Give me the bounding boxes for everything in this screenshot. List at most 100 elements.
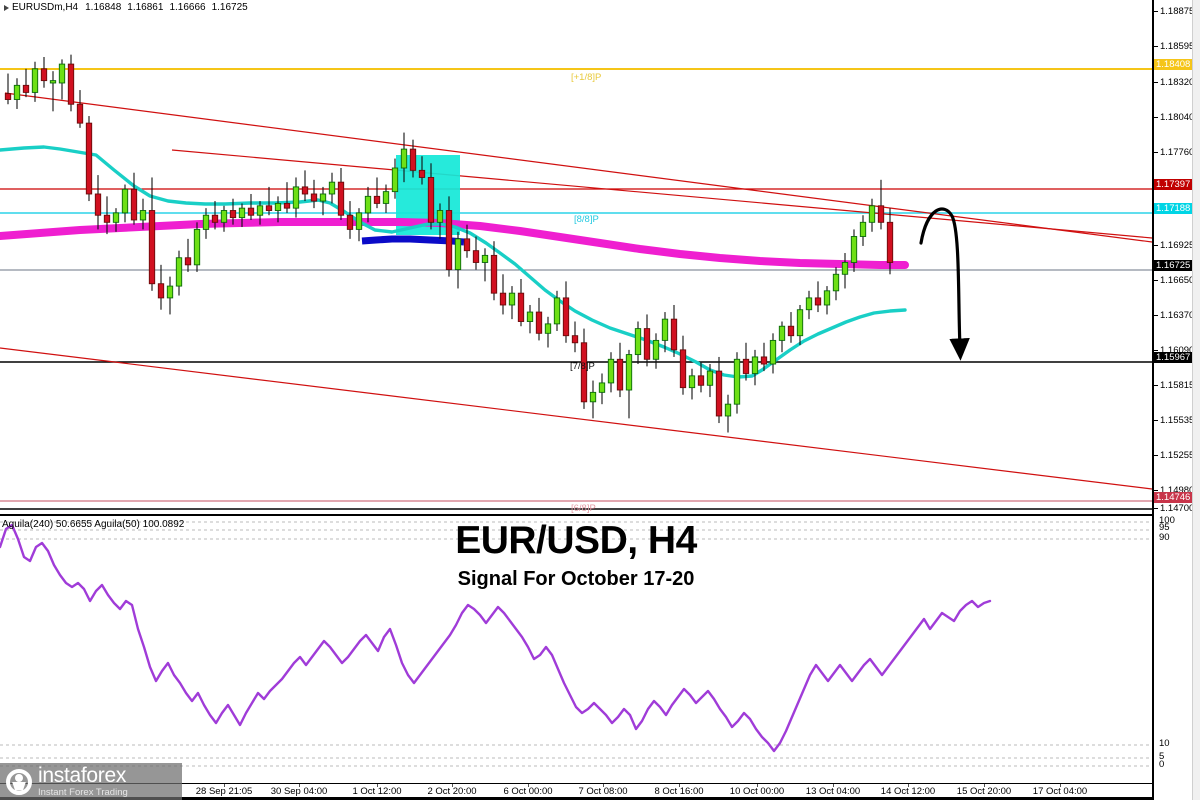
time-tick-label: 6 Oct 00:00	[503, 786, 553, 797]
time-notch	[833, 784, 834, 787]
candle-body	[409, 148, 417, 171]
indicator-svg	[0, 521, 1152, 767]
candle-body	[760, 356, 768, 365]
candle-body	[670, 318, 678, 351]
candle-body	[184, 257, 192, 266]
candle-body	[319, 193, 327, 202]
price-badge: 1.16725	[1154, 260, 1200, 271]
candle-body	[274, 202, 282, 211]
time-notch	[299, 784, 300, 787]
indicator-pane[interactable]	[0, 517, 1152, 783]
candle-body	[886, 221, 894, 263]
candle-body	[247, 207, 255, 216]
candle-body	[211, 214, 219, 223]
time-tick-label: 1 Oct 12:00	[352, 786, 402, 797]
time-notch	[603, 784, 604, 787]
candle-body	[499, 292, 507, 306]
trendline-lower	[0, 347, 1152, 490]
candle-body	[292, 186, 300, 209]
candle-body	[679, 349, 687, 389]
time-notch	[984, 784, 985, 787]
candle-body	[823, 290, 831, 306]
time-tick-label: 2 Oct 20:00	[427, 786, 477, 797]
candle-body	[517, 292, 525, 322]
candle-body	[364, 195, 372, 214]
price-tick: 1.16925	[1154, 241, 1194, 251]
indicator-scale-tick: 5	[1159, 751, 1165, 762]
time-tick-label: 30 Sep 04:00	[270, 786, 328, 797]
ohlc-high: 1.16861	[127, 2, 164, 13]
time-notch	[224, 784, 225, 787]
time-tick-label: 10 Oct 00:00	[729, 786, 785, 797]
indicator-scale-tick: 100	[1159, 515, 1175, 526]
time-notch	[679, 784, 680, 787]
candle-body	[859, 221, 867, 237]
candle-body	[454, 238, 462, 271]
bearish-projection-arrow	[919, 207, 970, 361]
candle-body	[535, 311, 543, 334]
candle-body	[436, 210, 444, 223]
ohlc-close: 1.16725	[211, 2, 248, 13]
price-badge: 1.15967	[1154, 352, 1200, 363]
candle-body	[571, 335, 579, 344]
candle-body	[49, 80, 57, 84]
price-badge: 1.17397	[1154, 179, 1200, 190]
trendline-mid	[171, 149, 1152, 239]
candle-body	[13, 84, 21, 100]
chart-subtitle: Signal For October 17-20	[457, 568, 695, 590]
candle-body	[121, 188, 129, 214]
price-tick: 1.14980	[1154, 486, 1194, 496]
candle-body	[256, 205, 264, 216]
candle-body	[724, 403, 732, 417]
candle-body	[706, 370, 714, 386]
time-axis[interactable]: 28 Sep 21:05 30 Sep 04:00 1 Oct 12:00 2 Oct…	[0, 784, 1152, 800]
candle-body	[805, 297, 813, 311]
time-tick-label: 15 Oct 20:00	[956, 786, 1012, 797]
candle-body	[355, 212, 363, 230]
indicator-scale-tick: 0	[1159, 759, 1165, 770]
indicator-scale-tick: 10	[1159, 738, 1170, 749]
candle-body	[526, 311, 534, 322]
candle-body	[202, 214, 210, 230]
candle-body	[94, 193, 102, 216]
candle-body	[148, 210, 156, 285]
indicator-scale-tick: 95	[1159, 522, 1170, 533]
candle-body	[310, 193, 318, 202]
window-scrollbar-gutter[interactable]	[1192, 0, 1200, 800]
instaforex-mark-icon	[4, 767, 34, 797]
candle-body	[733, 358, 741, 405]
price-chart-pane[interactable]: [+1/8]P [8/8]P [7/8]P [6/8]P	[0, 0, 1152, 515]
indicator-scale-tick: 90	[1159, 532, 1170, 543]
candle-body	[346, 214, 354, 230]
candle-body	[4, 93, 12, 100]
price-tick: 1.15535	[1154, 416, 1194, 426]
price-badge: 1.14746	[1154, 492, 1200, 503]
time-notch	[1060, 784, 1061, 787]
trendline-upper	[4, 92, 1152, 243]
candle-body	[103, 214, 111, 223]
candle-body	[157, 283, 165, 299]
candle-body	[40, 68, 48, 82]
time-notch	[908, 784, 909, 787]
murray-level-label: [8/8]P	[574, 214, 599, 225]
candle-body	[193, 228, 201, 266]
candle-body	[175, 257, 183, 287]
candle-body	[166, 285, 174, 299]
candle-body	[265, 205, 273, 211]
candle-body	[769, 339, 777, 365]
candle-body	[697, 375, 705, 386]
murray-level-label: [7/8]P	[570, 361, 595, 372]
candle-body	[661, 318, 669, 341]
candle-body	[688, 375, 696, 389]
time-tick-label: 13 Oct 04:00	[805, 786, 861, 797]
candle-body	[328, 181, 336, 195]
time-tick-label: 7 Oct 08:00	[578, 786, 628, 797]
candle-body	[625, 354, 633, 391]
indicator-legend: Aguila(240) 50.6655 Aguila(50) 100.0892	[2, 519, 185, 530]
candle-body	[544, 323, 552, 334]
collapse-triangle-icon[interactable]	[4, 4, 9, 11]
candle-body	[553, 297, 561, 325]
candle-body	[67, 63, 75, 105]
candle-body	[31, 68, 39, 93]
